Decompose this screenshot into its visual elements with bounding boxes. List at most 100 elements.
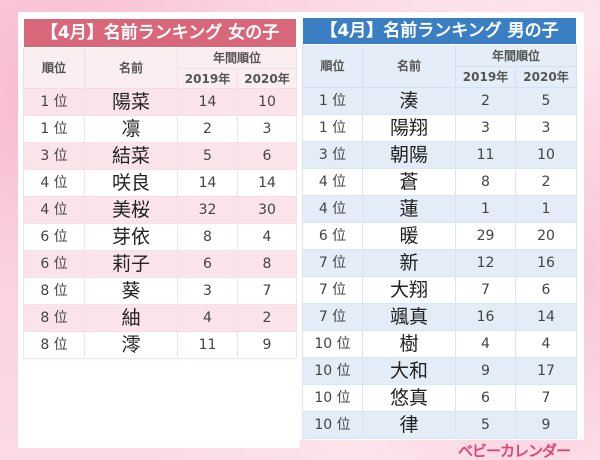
table-row: 3 位結菜 5 6	[23, 142, 297, 170]
cell-rank-2020: 30	[237, 196, 297, 224]
cell-rank: 1 位	[302, 114, 363, 142]
cell-rank: 3 位	[302, 141, 363, 169]
header-2019: 2019年	[455, 66, 516, 88]
cell-rank-2019: 14	[177, 88, 238, 116]
cell-rank: 7 位	[302, 303, 363, 331]
cell-rank-2019: 9	[455, 357, 516, 385]
cell-name: 颯真	[362, 303, 456, 331]
cell-rank: 7 位	[302, 276, 363, 304]
cell-rank-2019: 11	[455, 141, 516, 169]
cell-rank-2020: 10	[515, 141, 577, 169]
header-annual: 年間順位	[455, 44, 577, 67]
cell-rank: 4 位	[302, 195, 363, 223]
cell-rank-2020: 3	[515, 114, 577, 142]
table-title: 【4月】名前ランキング 男の子	[302, 17, 577, 45]
cell-rank: 4 位	[23, 169, 85, 197]
cell-name: 凛	[84, 115, 178, 143]
cell-rank-2019: 3	[177, 277, 238, 305]
cell-name: 莉子	[84, 250, 178, 278]
cell-rank-2020: 3	[237, 115, 297, 143]
cell-name: 結菜	[84, 142, 178, 170]
cell-rank-2020: 10	[237, 88, 297, 116]
cell-rank-2020: 8	[237, 250, 297, 278]
cell-rank-2019: 1	[455, 195, 516, 223]
table-row: 10 位大和 9 17	[302, 357, 577, 385]
boys-ranking-table: 【4月】名前ランキング 男の子 順位 名前 年間順位 2019年 2020年 1 位湊…	[302, 17, 577, 439]
cell-name: 美桜	[84, 196, 178, 224]
cell-rank-2020: 5	[515, 87, 577, 115]
table-row: 7 位颯真 16 14	[302, 303, 577, 331]
cell-rank-2019: 32	[177, 196, 238, 224]
cell-rank: 10 位	[302, 384, 363, 412]
cell-rank: 6 位	[23, 223, 85, 251]
cell-rank-2019: 5	[177, 142, 238, 170]
header-rank: 順位	[23, 47, 85, 89]
cell-rank-2019: 7	[455, 276, 516, 304]
cell-rank-2019: 4	[177, 304, 238, 332]
cell-name: 湊	[362, 87, 456, 115]
cell-rank-2020: 14	[237, 169, 297, 197]
cell-rank-2019: 12	[455, 249, 516, 277]
cell-rank-2019: 14	[177, 169, 238, 197]
cell-rank-2020: 9	[237, 331, 297, 359]
cell-rank: 4 位	[302, 168, 363, 196]
cell-name: 悠真	[362, 384, 456, 412]
cell-name: 新	[362, 249, 456, 277]
cell-name: 大和	[362, 357, 456, 385]
header-2020: 2020年	[237, 68, 297, 89]
header-name: 名前	[362, 44, 456, 88]
cell-rank-2019: 3	[455, 114, 516, 142]
cell-name: 樹	[362, 330, 456, 358]
cell-rank-2019: 11	[177, 331, 238, 359]
cell-rank-2019: 29	[455, 222, 516, 250]
header-name: 名前	[84, 47, 178, 89]
cell-rank-2019: 6	[177, 250, 238, 278]
cell-name: 蒼	[362, 168, 456, 196]
header-rank: 順位	[302, 44, 363, 88]
cell-rank-2019: 16	[455, 303, 516, 331]
cell-rank: 7 位	[302, 249, 363, 277]
table-title: 【4月】名前ランキング 女の子	[23, 18, 297, 48]
cell-name: 朝陽	[362, 141, 456, 169]
cell-name: 陽翔	[362, 114, 456, 142]
cell-name: 蓮	[362, 195, 456, 223]
girls-ranking-table: 【4月】名前ランキング 女の子 順位 名前 年間順位 2019年 2020年 1 位陽…	[23, 18, 297, 359]
cell-name: 陽菜	[84, 88, 178, 116]
cell-rank: 10 位	[302, 357, 363, 385]
table-row: 8 位澪 11 9	[23, 331, 297, 359]
cell-rank-2020: 6	[237, 142, 297, 170]
cell-rank: 1 位	[23, 88, 85, 116]
header-2019: 2019年	[177, 68, 238, 89]
table-row: 6 位暖 29 20	[302, 222, 577, 250]
cell-rank-2019: 8	[177, 223, 238, 251]
cell-rank-2020: 6	[515, 276, 577, 304]
cell-name: 咲良	[84, 169, 178, 197]
cell-rank-2020: 7	[515, 384, 577, 412]
cell-rank: 3 位	[23, 142, 85, 170]
table-row: 6 位莉子 6 8	[23, 250, 297, 278]
cell-rank-2020: 1	[515, 195, 577, 223]
table-row: 10 位悠真 6 7	[302, 384, 577, 412]
header-annual: 年間順位	[177, 47, 297, 69]
cell-rank-2020: 2	[237, 304, 297, 332]
cell-rank-2019: 8	[455, 168, 516, 196]
baby-calendar-logo: ベビーカレンダー	[458, 442, 571, 460]
cell-rank-2019: 2	[455, 87, 516, 115]
table-row: 4 位咲良 14 14	[23, 169, 297, 197]
cell-rank-2020: 9	[515, 411, 577, 439]
table-row: 4 位美桜 32 30	[23, 196, 297, 224]
table-row: 7 位新 12 16	[302, 249, 577, 277]
cell-rank: 8 位	[23, 277, 85, 305]
cell-rank-2019: 6	[455, 384, 516, 412]
cell-rank: 8 位	[23, 304, 85, 332]
cell-rank-2020: 4	[515, 330, 577, 358]
cell-rank: 6 位	[302, 222, 363, 250]
cell-rank-2019: 2	[177, 115, 238, 143]
cell-rank-2020: 2	[515, 168, 577, 196]
